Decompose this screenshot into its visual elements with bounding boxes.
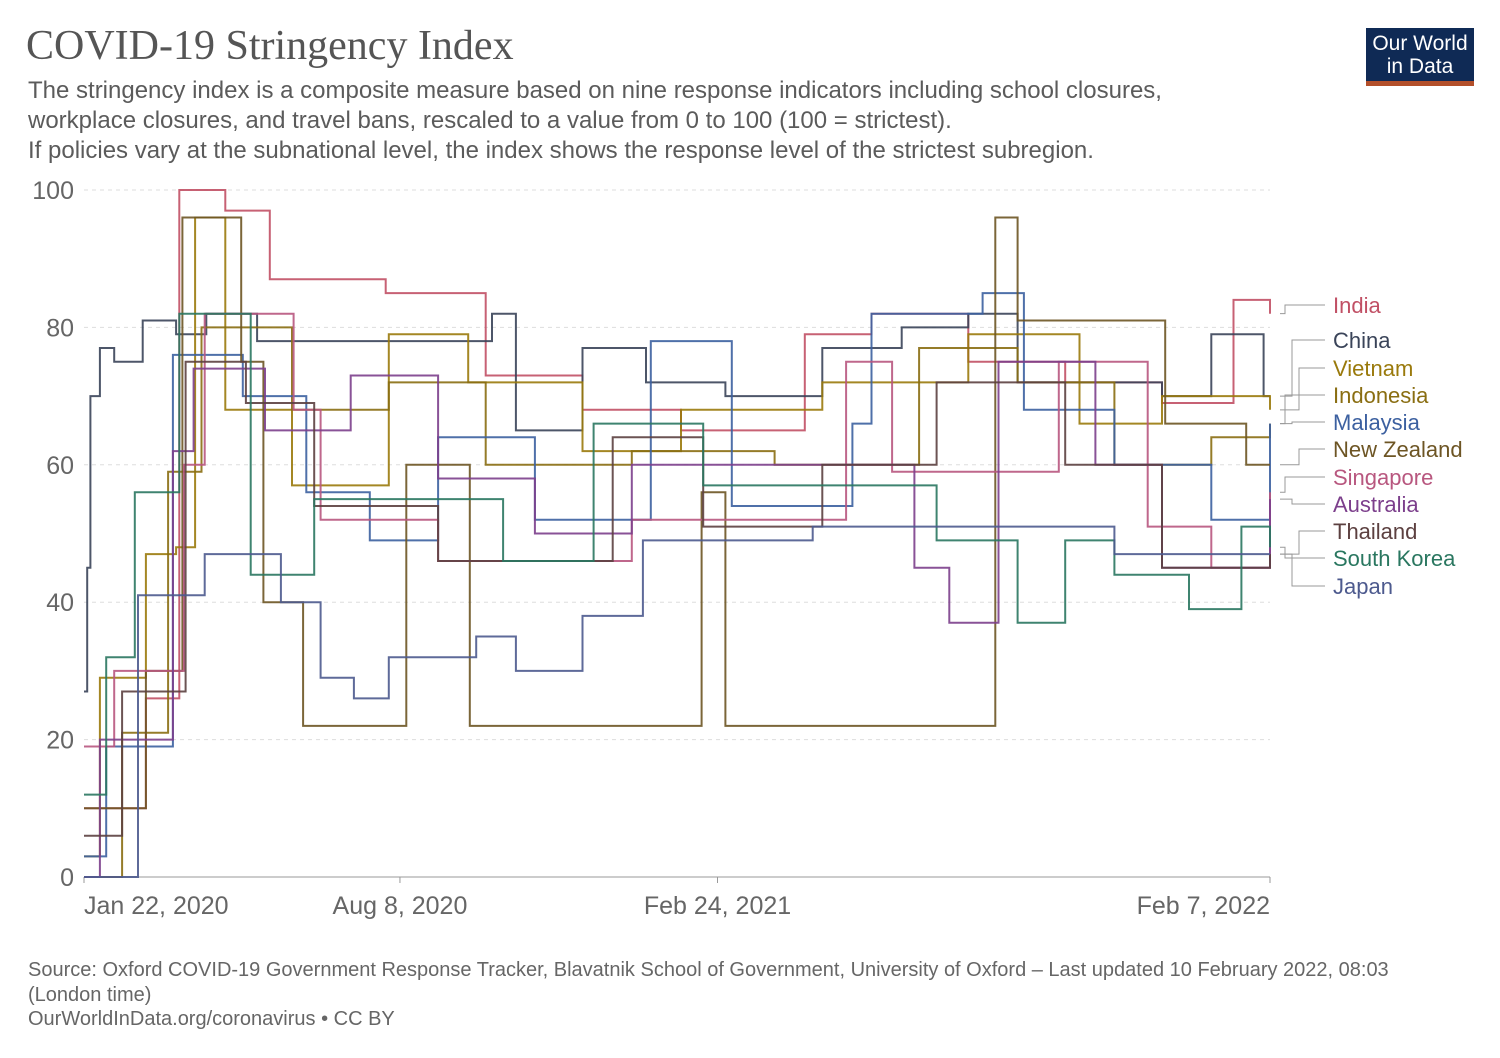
y-tick-label: 100 bbox=[32, 177, 74, 205]
source-link[interactable]: OurWorldInData.org/coronavirus • CC BY bbox=[28, 1008, 395, 1030]
legend-label: Thailand bbox=[1333, 519, 1417, 544]
legend-label: Japan bbox=[1333, 574, 1393, 599]
x-tick-label: Feb 24, 2021 bbox=[644, 892, 791, 920]
series-line-new-zealand bbox=[84, 216, 1270, 810]
series-line-vietnam bbox=[84, 216, 1271, 858]
legend-connector bbox=[1280, 339, 1325, 397]
legend-label: India bbox=[1333, 293, 1381, 318]
legend-label: Singapore bbox=[1333, 465, 1433, 490]
x-tick-label: Jan 22, 2020 bbox=[84, 892, 229, 920]
legend-label: South Korea bbox=[1333, 546, 1456, 571]
legend-connector bbox=[1280, 421, 1325, 425]
y-tick-label: 80 bbox=[46, 314, 74, 342]
x-tick-label: Feb 7, 2022 bbox=[1137, 892, 1270, 920]
legend-label: Vietnam bbox=[1333, 356, 1413, 381]
y-tick-label: 0 bbox=[60, 864, 74, 892]
legend-connector bbox=[1280, 530, 1325, 555]
series-line-thailand bbox=[84, 360, 1271, 837]
legend-label: Indonesia bbox=[1333, 383, 1429, 408]
legend-connector bbox=[1280, 498, 1325, 505]
series-line-china bbox=[84, 312, 1270, 693]
y-tick-label: 40 bbox=[46, 589, 74, 617]
source-note: Source: Oxford COVID-19 Government Respo… bbox=[28, 959, 1389, 1006]
legend-connector bbox=[1280, 476, 1325, 493]
series-line-japan bbox=[84, 525, 1270, 878]
y-tick-label: 20 bbox=[46, 727, 74, 755]
y-tick-label: 60 bbox=[46, 452, 74, 480]
legend-label: China bbox=[1333, 328, 1391, 353]
legend-label: Malaysia bbox=[1333, 410, 1421, 435]
x-tick-label: Aug 8, 2020 bbox=[333, 892, 468, 920]
legend-connector bbox=[1280, 553, 1325, 587]
chart-title: COVID-19 Stringency Index bbox=[26, 23, 514, 69]
legend-connector bbox=[1280, 304, 1325, 315]
legend-connector bbox=[1280, 448, 1325, 466]
legend-label: New Zealand bbox=[1333, 437, 1463, 462]
series-line-south-korea bbox=[84, 312, 1271, 796]
legend-label: Australia bbox=[1333, 492, 1419, 517]
series-line-india bbox=[84, 189, 1271, 810]
chart-subtitle: The stringency index is a composite meas… bbox=[28, 77, 1162, 164]
legend-connector bbox=[1280, 394, 1325, 425]
series-line-australia bbox=[84, 360, 1271, 878]
footer: Source: Oxford COVID-19 Government Respo… bbox=[28, 958, 1448, 1032]
series-line-singapore bbox=[84, 312, 1271, 748]
legend-connector bbox=[1280, 546, 1325, 559]
legend-connector bbox=[1280, 367, 1325, 411]
owid-logo[interactable]: Our World in Data bbox=[1366, 28, 1474, 86]
